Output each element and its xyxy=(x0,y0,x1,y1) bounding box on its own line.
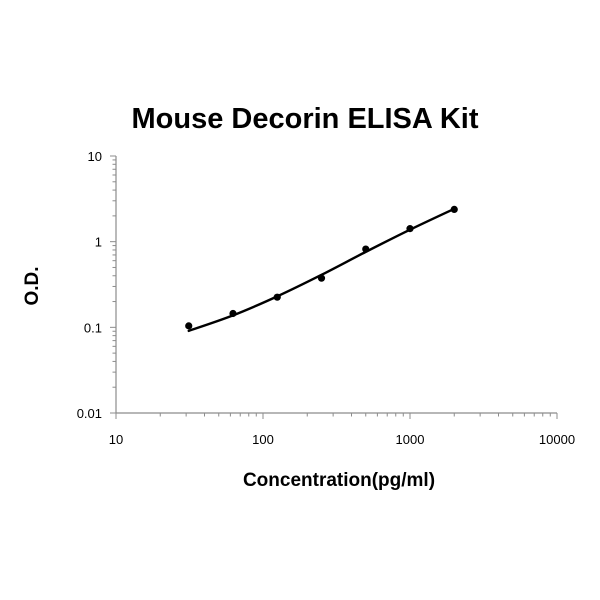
x-tick-label: 1000 xyxy=(396,432,425,447)
y-tick-label: 0.01 xyxy=(77,406,102,421)
y-axis-title: O.D. xyxy=(22,266,43,305)
data-point xyxy=(229,309,237,318)
axes xyxy=(115,156,557,414)
y-tick-label: 10 xyxy=(88,149,102,164)
chart-title: Mouse Decorin ELISA Kit xyxy=(132,103,479,135)
data-point xyxy=(273,293,281,301)
y-tick-label: 1 xyxy=(95,235,102,250)
data-point xyxy=(185,322,193,330)
data-point xyxy=(450,205,458,214)
fit-curve-layer xyxy=(187,207,456,333)
x-tick-label: 10 xyxy=(109,432,123,447)
data-point xyxy=(406,225,414,233)
fit-curve xyxy=(187,207,456,333)
data-point xyxy=(362,245,370,253)
x-axis-title: Concentration(pg/ml) xyxy=(243,470,435,491)
y-tick-label: 0.1 xyxy=(84,320,102,335)
x-tick-label: 10000 xyxy=(539,432,575,447)
data-point xyxy=(317,274,326,282)
tick-labels: 0.01 0.1 1 10 10 100 1000 10000 xyxy=(77,149,575,447)
data-points-layer xyxy=(185,205,458,330)
axis-ticks xyxy=(110,155,558,419)
x-tick-label: 100 xyxy=(252,432,274,447)
